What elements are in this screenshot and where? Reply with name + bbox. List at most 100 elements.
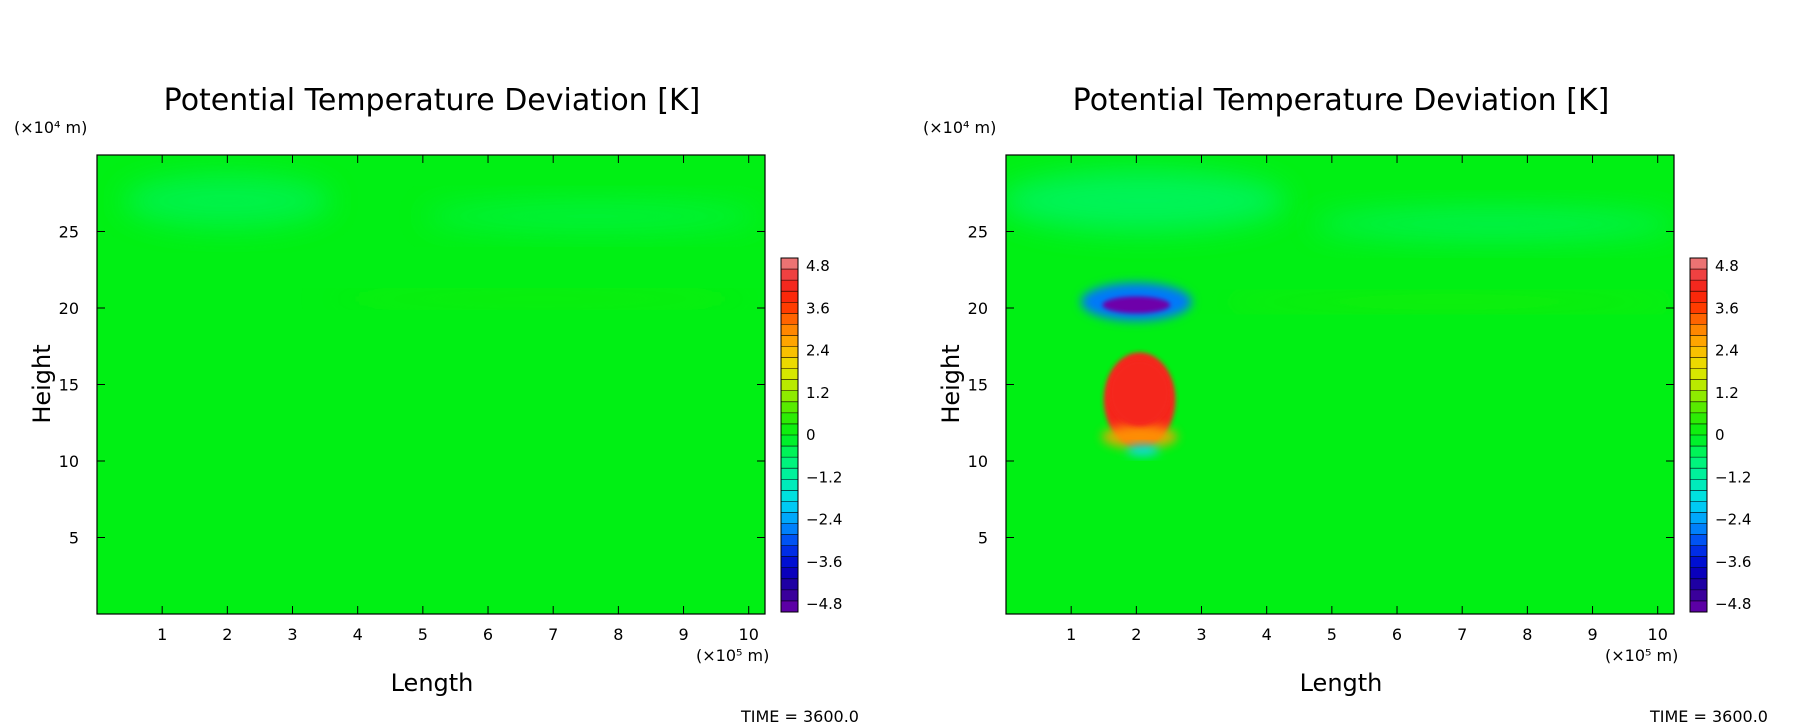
colorbar-segment: [781, 545, 798, 558]
x-tick-label: 2: [222, 625, 232, 644]
colorbar-segment: [1690, 412, 1707, 425]
y-tick-label: 15: [968, 376, 988, 395]
x-tick-label: 4: [1262, 625, 1272, 644]
field-warm-bubble-rim: [1101, 424, 1178, 449]
colorbar-segment: [781, 324, 798, 336]
colorbar-label: −2.4: [806, 511, 842, 529]
colorbar-segment: [1690, 501, 1707, 513]
field-cool-base: [1126, 444, 1160, 456]
x-tick-label: 9: [678, 625, 688, 644]
y-tick-label: 25: [968, 223, 988, 242]
colorbar-segment: [1690, 379, 1707, 392]
x-tick-label: 7: [1457, 625, 1467, 644]
colorbar-segment: [1690, 335, 1707, 347]
colorbar-label: 2.4: [806, 342, 830, 360]
x-axis: 1 2 3 4 5 6 7 8 9 10: [157, 155, 759, 644]
colorbar-segment: [1690, 479, 1707, 491]
colorbar-segment: [781, 600, 798, 613]
colorbar-segment: [1690, 523, 1707, 536]
colorbar-segment: [781, 423, 798, 436]
colorbar-frame: [1689, 257, 1708, 613]
colorbar-segment: [1690, 490, 1707, 502]
colorbar-segment: [1690, 401, 1707, 414]
field-weak-negative: [1312, 207, 1674, 241]
colorbar-segment: [1690, 291, 1707, 303]
x-tick-label: 8: [613, 625, 623, 644]
x-tick-label: 6: [483, 625, 493, 644]
x-tick-label: 7: [548, 625, 558, 644]
colorbar-segment: [1690, 556, 1707, 569]
colorbar-segment: [1690, 368, 1707, 381]
colorbar-segment: [781, 390, 798, 403]
colorbar-segment: [781, 302, 798, 314]
colorbar-segment: [1690, 567, 1707, 580]
x-axis-label: Length: [391, 669, 474, 697]
colorbar-segment: [781, 534, 798, 547]
colorbar-label: −2.4: [1715, 511, 1751, 529]
x-tick-label: 5: [418, 625, 428, 644]
colorbar-segment: [1690, 468, 1707, 480]
colorbar-label: −3.6: [806, 553, 842, 571]
colorbar-segment: [1690, 302, 1707, 314]
y-axis: 5 10 15 20 25: [59, 223, 765, 548]
colorbar-segment: [1690, 600, 1707, 613]
plot-area: [1006, 155, 1674, 614]
field-background: [97, 155, 765, 614]
colorbar-segment: [1690, 457, 1707, 469]
plot-area: [97, 155, 765, 614]
x-tick-label: 9: [1587, 625, 1597, 644]
x-tick-label: 10: [1648, 625, 1668, 644]
colorbar-segment: [1690, 269, 1707, 281]
colorbar-segment: [781, 368, 798, 381]
colorbar-label: 4.8: [1715, 257, 1739, 275]
field-cold-cap-core: [1116, 300, 1157, 310]
colorbar-label: −1.2: [1715, 468, 1751, 486]
colorbar: 4.8 3.6 2.4 1.2 0 −1.2 −2.4 −3.6 −4.8: [780, 257, 842, 613]
colorbar-segment: [781, 313, 798, 325]
chart-title: Potential Temperature Deviation [K]: [1073, 83, 1610, 118]
colorbar-label: −3.6: [1715, 553, 1751, 571]
x-tick-label: 3: [1196, 625, 1206, 644]
x-tick-label: 4: [353, 625, 363, 644]
colorbar-label: 1.2: [806, 384, 830, 402]
y-tick-label: 10: [59, 452, 79, 471]
colorbar-label: −4.8: [806, 595, 842, 613]
x-tick-label: 2: [1131, 625, 1141, 644]
y-tick-label: 25: [59, 223, 79, 242]
x-tick-label: 10: [739, 625, 759, 644]
colorbar-segment: [1690, 258, 1707, 270]
colorbar-segment: [781, 556, 798, 569]
colorbar-label: −1.2: [806, 468, 842, 486]
colorbar-label: 2.4: [1715, 342, 1739, 360]
colorbar-segment: [1690, 390, 1707, 403]
field-weak-negative: [422, 200, 762, 232]
panel-left: Potential Temperature Deviation [K] (×10…: [14, 83, 859, 724]
x-tick-label: 6: [1392, 625, 1402, 644]
y-axis-label: Height: [937, 344, 965, 423]
colorbar-segment: [781, 435, 798, 447]
colorbar-segment: [1690, 324, 1707, 336]
y-tick-label: 5: [69, 529, 79, 548]
colorbar-segment: [781, 335, 798, 347]
colorbar: 4.8 3.6 2.4 1.2 0 −1.2 −2.4 −3.6 −4.8: [1689, 257, 1751, 613]
colorbar-segment: [781, 346, 798, 359]
colorbar-segment: [781, 501, 798, 513]
colorbar-label: 0: [1715, 426, 1725, 444]
y-tick-label: 10: [968, 452, 988, 471]
colorbar-segment: [781, 379, 798, 392]
y-tick-label: 15: [59, 376, 79, 395]
x-tick-label: 5: [1327, 625, 1337, 644]
colorbar-segment: [781, 269, 798, 281]
x-axis-unit: (×10⁵ m): [696, 646, 769, 665]
colorbar-segment: [1690, 446, 1707, 458]
colorbar-label: −4.8: [1715, 595, 1751, 613]
colorbar-segment: [1690, 512, 1707, 524]
field-weak-negative: [1006, 170, 1287, 232]
colorbar-segment: [781, 523, 798, 536]
colorbar-segment: [781, 412, 798, 425]
x-tick-label: 1: [1066, 625, 1076, 644]
colorbar-segment: [781, 468, 798, 480]
x-axis: 1 2 3 4 5 6 7 8 9 10: [1066, 155, 1668, 644]
colorbar-segment: [781, 512, 798, 524]
colorbar-segment: [1690, 435, 1707, 447]
